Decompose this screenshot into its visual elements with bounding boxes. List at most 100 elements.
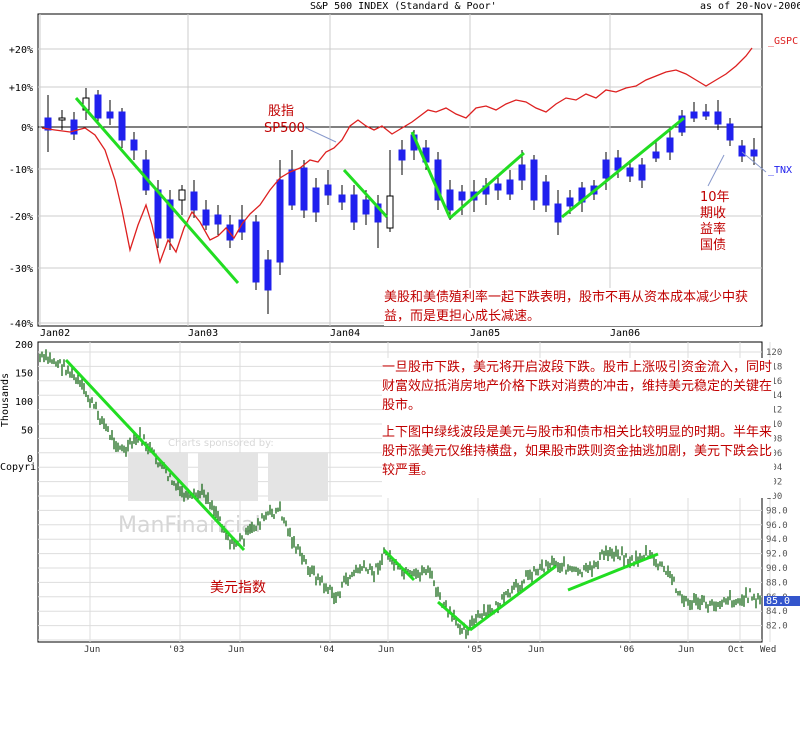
tnx-candle-body (238, 219, 246, 233)
tnx-candle-body (678, 115, 686, 133)
bottom-right-tick-label: 100 (766, 492, 782, 502)
top-trend-lines (74, 97, 685, 284)
tnx-candle-body (398, 149, 406, 161)
bottom-right-tick-label: 112 (766, 406, 782, 416)
tnx-candle-body (276, 179, 284, 263)
bottom-trend-line (437, 600, 471, 632)
chart-title: S&P 500 INDEX (Standard & Poor' (310, 1, 497, 12)
bottom-right-tick-label: 96.0 (766, 521, 788, 531)
bottom-note-paragraph-1: 一旦股市下跌，美元将开启波段下跌。股市上涨吸引资金流入，同时财富效应抵消房地产价… (382, 360, 773, 413)
tnx-candle-body (252, 221, 260, 283)
tnx-candle-body (312, 187, 320, 213)
current-value-tag (764, 596, 800, 606)
top-trend-line (561, 116, 685, 219)
top-x-tick-label: Jan06 (610, 328, 640, 339)
tnx-candle-body (300, 167, 308, 211)
bottom-right-tick-label: 84.0 (766, 607, 788, 617)
tnx-candle-body (458, 191, 466, 201)
bottom-left-tick-label: 0 (27, 454, 33, 465)
top-grid (38, 14, 762, 326)
bottom-note: 一旦股市下跌，美元将开启波段下跌。股市上涨吸引资金流入，同时财富效应抵消房地产价… (382, 358, 774, 498)
tnx-candle-body (602, 159, 610, 179)
tnx-candle-body (288, 169, 296, 206)
bottom-x-tick-label: '03 (168, 645, 184, 655)
bottom-right-tick-label: 88.0 (766, 578, 788, 588)
tnx-candle-body (178, 189, 186, 201)
bottom-left-tick-label: 50 (21, 426, 33, 437)
tnx-candle-body (70, 119, 78, 135)
tnx-candle-body (166, 199, 174, 239)
tnx-candle-body (506, 179, 514, 195)
tnx-candle-body (362, 199, 370, 215)
top-y-tick-label: 0% (21, 123, 33, 134)
tnx-candle-body (738, 145, 746, 157)
tnx-candle-body (566, 197, 574, 207)
tnx-candle-body (190, 191, 198, 211)
tnx-candle-body (750, 149, 758, 157)
tnx-candle-body (350, 194, 358, 223)
tnx-candle-body (264, 259, 272, 291)
tnx-candle-body (94, 94, 102, 119)
tnx-candle-body (638, 164, 646, 181)
top-trend-line (342, 168, 389, 219)
tnx-candle-body (386, 195, 394, 229)
bottom-left-tick-label: 100 (15, 397, 33, 408)
bottom-x-axis: Jun '03 Jun '04 Jun '05 Jun '06 Jun Oct Wed (84, 645, 776, 655)
tnx-candle-body (666, 137, 674, 153)
tnx-label-pointer (741, 151, 767, 173)
bottom-x-tick-label: Wed (760, 645, 776, 655)
tnx-candle-body (324, 184, 332, 196)
watermark: Charts sponsored by: ManFinancial (118, 438, 328, 538)
bottom-right-tick-label: 118 (766, 362, 782, 372)
top-x-tick-label: Jan05 (470, 328, 500, 339)
top-trend-line (410, 131, 452, 219)
tnx-candle-body (214, 214, 222, 225)
annotation-tnx-line3: 益率 (700, 221, 726, 237)
bottom-trend-line (469, 564, 557, 632)
sp500-label-pointer (303, 126, 337, 143)
bottom-note-paragraph-2: 上下图中绿线波段是美元与股市和债市相关比较明显的时期。半年来股市涨美元仅维持横盘… (382, 425, 773, 478)
tnx-candle-body (518, 164, 526, 181)
bottom-right-tick-label: 104 (766, 463, 782, 473)
watermark-brand: ManFinancial (118, 513, 261, 538)
bottom-x-tick-label: Jun (378, 645, 394, 655)
bottom-right-tick-label: 82.0 (766, 622, 788, 632)
tnx-annotation-pointer (707, 154, 725, 187)
annotation-dollar-index: 美元指数 (210, 580, 266, 596)
bottom-x-tick-label: Jun (678, 645, 694, 655)
bottom-trend-line (64, 358, 246, 552)
tnx-candle-body (106, 111, 114, 119)
tnx-candle-body (702, 111, 710, 117)
top-y-axis: +20% +10% 0% -10% -20% -30% -40% (9, 45, 33, 330)
bottom-right-tick-label: 94.0 (766, 535, 788, 545)
bottom-trend-line (567, 552, 659, 592)
bottom-right-axis: 120 118 116 114 112 110 108 106 104 102 100 98.0 96.… (766, 348, 788, 632)
tnx-candle-body (202, 209, 210, 226)
as-of-date: as of 20-Nov-2006 (700, 1, 800, 12)
top-x-tick-label: Jan03 (188, 328, 218, 339)
bottom-trend-lines (64, 358, 659, 632)
bottom-left-tick-label: 200 (15, 340, 33, 351)
copyright-text: Copyri (0, 462, 36, 473)
tnx-candle-body (446, 189, 454, 211)
bottom-right-tick-label: 116 (766, 377, 782, 387)
watermark-sponsor: Charts sponsored by: (168, 438, 274, 449)
bottom-right-tick-label: 110 (766, 420, 782, 430)
tnx-candle-body (154, 189, 162, 239)
tnx-candle-body (44, 117, 52, 131)
bottom-right-tick-label: 120 (766, 348, 782, 358)
tnx-candle-body (690, 111, 698, 119)
bottom-right-tick-label: 108 (766, 434, 782, 444)
bottom-x-tick-label: Jun (228, 645, 244, 655)
bottom-trend-line (382, 548, 416, 582)
bottom-right-tick-label: 114 (766, 391, 782, 401)
bottom-right-tick-label: 92.0 (766, 550, 788, 560)
top-x-tick-label: Jan02 (40, 328, 70, 339)
annotation-tnx-line2: 期收 (700, 206, 726, 221)
top-trend-line (449, 151, 525, 220)
tnx-candle-body (652, 151, 660, 159)
bottom-x-tick-label: Oct (728, 645, 744, 655)
tnx-candle-body (118, 111, 126, 141)
tnx-candle-body (542, 181, 550, 206)
tnx-candle-body (530, 159, 538, 201)
